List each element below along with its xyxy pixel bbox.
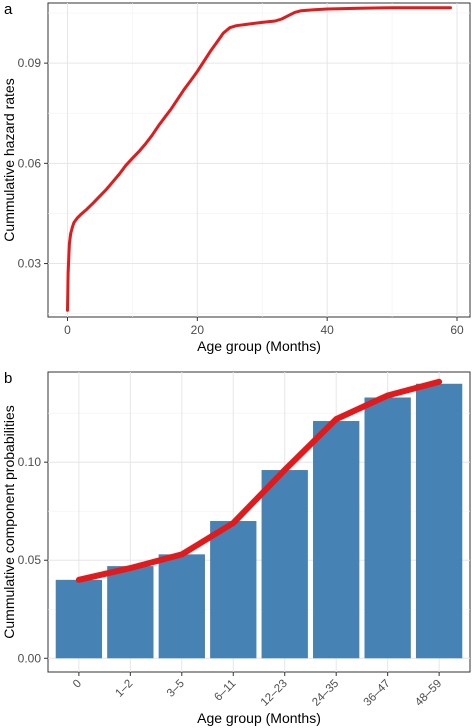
panel-a-x-tick-label: 0 xyxy=(64,323,71,337)
panel-a-y-tick-label: 0.03 xyxy=(18,257,42,271)
panel-a: 0 20 40 60 0.03 0.06 0.09 Age group (Months) C… xyxy=(1,2,471,354)
panel-b-x-axis-title: Age group (Months) xyxy=(197,710,321,726)
panel-a-y-tick-label: 0.06 xyxy=(18,156,42,170)
panel-a-x-tick-label: 20 xyxy=(191,323,205,337)
panel-a-ticks: 0 20 40 60 0.03 0.06 0.09 xyxy=(18,56,464,337)
bar-36–47 xyxy=(364,397,411,659)
panel-b-x-tick-label: 6–11 xyxy=(212,678,238,704)
bar-6–11 xyxy=(210,521,257,659)
bar-24–35 xyxy=(313,421,360,659)
panel-b-x-tick-label: 48–59 xyxy=(413,678,444,709)
bar-48–59 xyxy=(415,383,463,659)
panel-b-x-tick-label: 0 xyxy=(71,678,84,691)
probability-trend-line xyxy=(75,378,443,583)
panel-b-y-axis-title: Cummulative component probabilities xyxy=(1,405,17,638)
panel-b-x-tick-label: 3–5 xyxy=(165,678,187,700)
bar-12–23 xyxy=(261,470,308,659)
panel-a-x-axis-title: Age group (Months) xyxy=(197,338,321,354)
panel-b-bars xyxy=(55,383,463,659)
panel-a-plot-area xyxy=(47,2,471,318)
panel-b-x-tick-label: 12–23 xyxy=(259,678,290,709)
bar-1–2 xyxy=(107,566,154,659)
panel-a-label: a xyxy=(4,1,13,18)
panel-a-x-tick-label: 40 xyxy=(320,323,334,337)
panel-b-y-tick-label: 0.10 xyxy=(18,455,42,469)
panel-a-x-tick-label: 60 xyxy=(450,323,464,337)
hazard-curve xyxy=(66,6,452,312)
panel-b-y-tick-label: 0.00 xyxy=(18,651,42,665)
panel-a-gridlines xyxy=(48,3,470,317)
panel-b-x-tick-label: 24–35 xyxy=(310,678,341,709)
panel-b-x-tick-label: 1–2 xyxy=(113,678,135,700)
bar-0 xyxy=(55,579,103,659)
bar-3–5 xyxy=(158,554,205,659)
panel-b: 0.00 0.05 0.10 0 1–2 3–5 6–11 12–23 24–35 36–47 48… xyxy=(1,371,471,726)
panel-a-y-tick-label: 0.09 xyxy=(18,56,42,70)
panel-a-y-axis-title: Cummulative hazard rates xyxy=(1,78,17,241)
panel-b-x-tick-label: 36–47 xyxy=(362,678,393,709)
panel-b-y-tick-label: 0.05 xyxy=(18,553,42,567)
panel-b-label: b xyxy=(4,370,12,387)
